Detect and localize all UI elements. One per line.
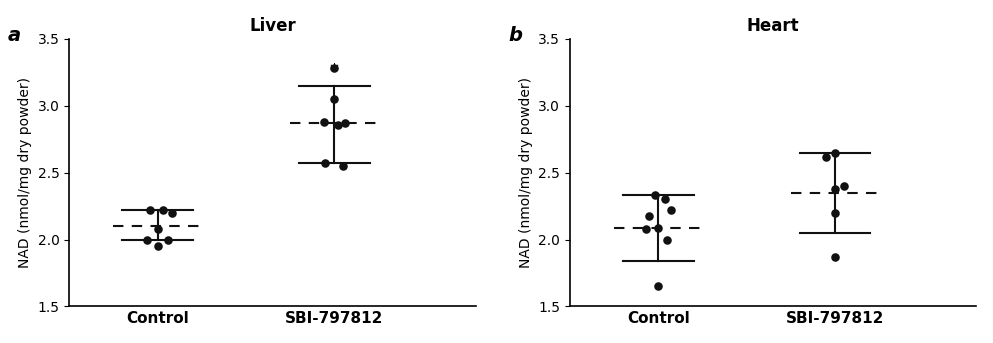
Point: [330, 122, 346, 127]
Point: [143, 208, 159, 213]
Point: [650, 284, 666, 289]
Point: [318, 161, 334, 166]
Point: [139, 237, 155, 243]
Point: [155, 208, 171, 213]
Point: [827, 254, 843, 260]
Text: b: b: [508, 26, 523, 45]
Point: [646, 193, 662, 198]
Point: [836, 184, 852, 189]
Point: [638, 226, 653, 232]
Point: [160, 237, 176, 243]
Point: [327, 96, 343, 102]
Point: [336, 163, 352, 169]
Text: *: *: [330, 62, 339, 81]
Title: Liver: Liver: [249, 17, 296, 35]
Title: Heart: Heart: [747, 17, 799, 35]
Text: a: a: [8, 26, 21, 45]
Point: [164, 210, 180, 216]
Point: [827, 150, 843, 155]
Point: [662, 208, 678, 213]
Point: [150, 244, 166, 249]
Point: [650, 225, 666, 230]
Point: [316, 119, 332, 125]
Point: [659, 237, 675, 243]
Point: [818, 154, 834, 159]
Point: [337, 120, 353, 126]
Point: [827, 186, 843, 191]
Point: [150, 226, 166, 232]
Y-axis label: NAD (nmol/mg dry powder): NAD (nmol/mg dry powder): [18, 77, 32, 268]
Y-axis label: NAD (nmol/mg dry powder): NAD (nmol/mg dry powder): [518, 77, 532, 268]
Point: [641, 213, 657, 218]
Point: [827, 210, 843, 216]
Point: [327, 66, 343, 71]
Point: [657, 197, 673, 202]
